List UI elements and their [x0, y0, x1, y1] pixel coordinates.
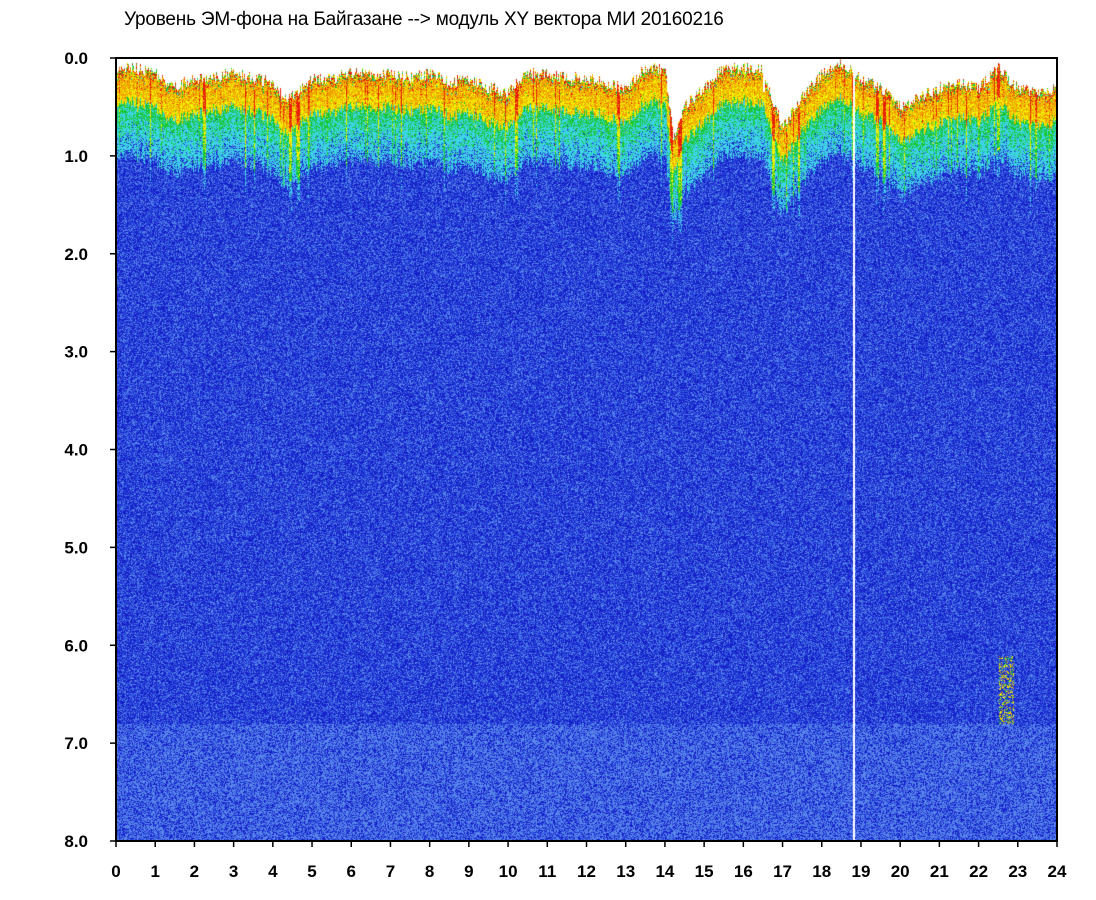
x-tick-label: 12: [577, 862, 596, 881]
x-tick-label: 16: [734, 862, 753, 881]
y-tick-label: 8.0: [64, 832, 88, 851]
x-tick-label: 24: [1048, 862, 1067, 881]
y-tick-label: 4.0: [64, 441, 88, 460]
y-tick-label: 1.0: [64, 147, 88, 166]
x-tick-label: 10: [499, 862, 518, 881]
x-tick-label: 19: [851, 862, 870, 881]
heatmap-cells: [116, 58, 1057, 841]
x-tick-label: 2: [190, 862, 199, 881]
x-tick-label: 14: [655, 862, 674, 881]
x-tick-label: 3: [229, 862, 238, 881]
x-tick-label: 23: [1008, 862, 1027, 881]
x-tick-label: 1: [150, 862, 159, 881]
x-tick-label: 5: [307, 862, 316, 881]
x-tick-label: 4: [268, 862, 278, 881]
x-tick-label: 0: [111, 862, 120, 881]
x-tick-label: 21: [930, 862, 949, 881]
x-tick-label: 11: [538, 862, 556, 881]
y-tick-label: 3.0: [64, 343, 88, 362]
y-tick-label: 0.0: [64, 49, 88, 68]
x-tick-label: 15: [695, 862, 714, 881]
y-tick-label: 5.0: [64, 538, 88, 557]
x-tick-label: 18: [812, 862, 831, 881]
x-tick-label: 7: [386, 862, 395, 881]
y-tick-label: 2.0: [64, 245, 88, 264]
chart-title: Уровень ЭМ-фона на Байгазане --> модуль …: [124, 9, 724, 30]
x-tick-label: 9: [464, 862, 473, 881]
x-tick-label: 13: [616, 862, 635, 881]
x-tick-label: 8: [425, 862, 434, 881]
y-tick-label: 7.0: [64, 734, 88, 753]
heatmap-plot: [116, 58, 1057, 841]
x-tick-label: 17: [773, 862, 792, 881]
x-tick-label: 6: [347, 862, 356, 881]
y-tick-label: 6.0: [64, 636, 88, 655]
plot-frame: [115, 57, 1058, 842]
x-tick-label: 22: [969, 862, 988, 881]
x-tick-label: 20: [891, 862, 910, 881]
